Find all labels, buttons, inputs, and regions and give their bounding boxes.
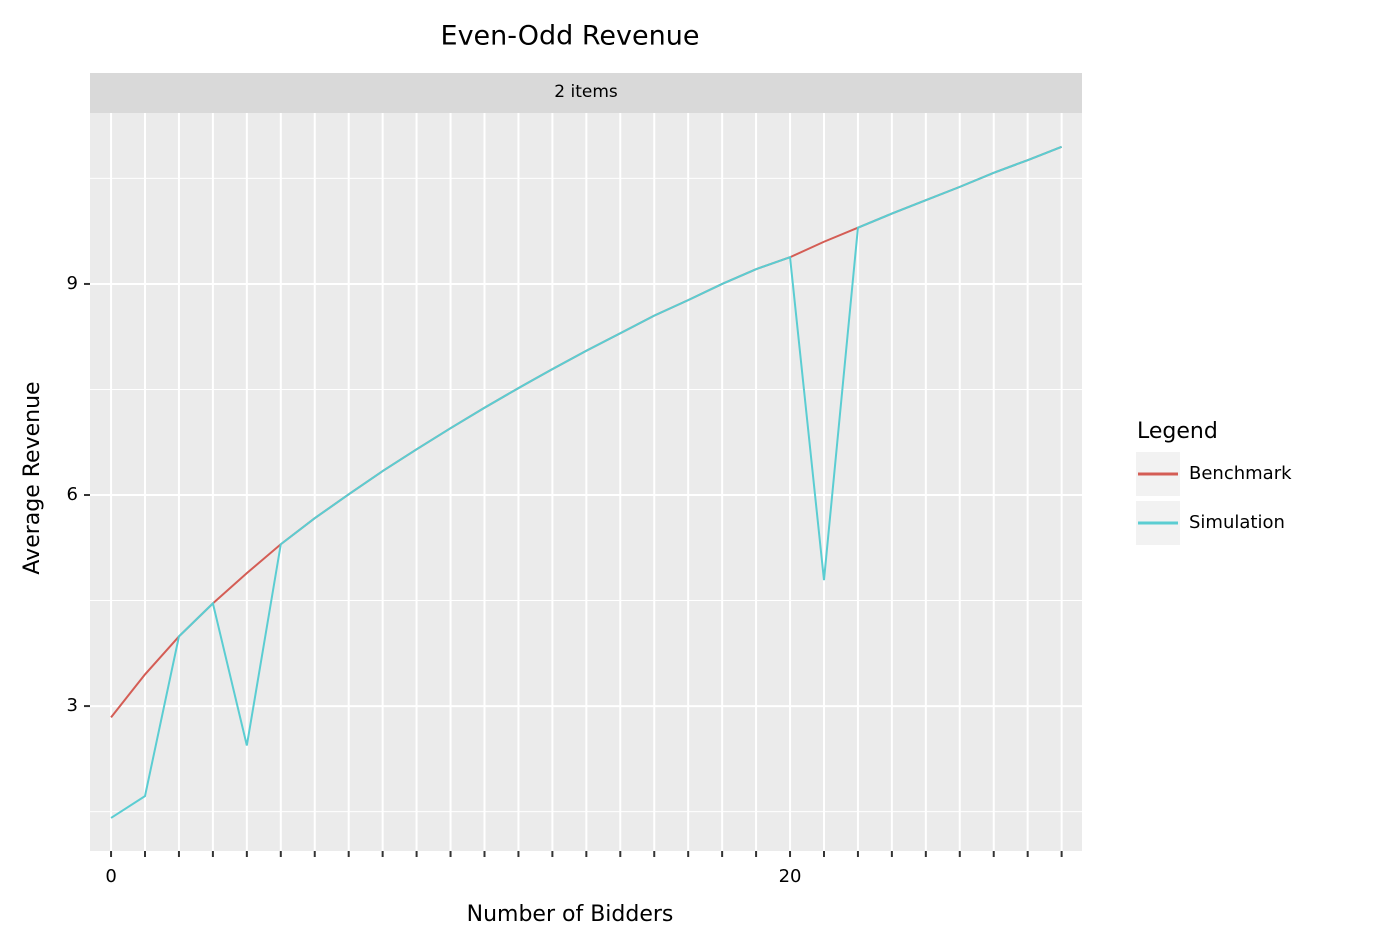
- legend-label: Simulation: [1189, 512, 1285, 533]
- series-line: [110, 145, 1062, 819]
- x-tick-label: 0: [105, 866, 116, 887]
- y-tick-label: 6: [67, 484, 78, 505]
- legend: Benchmark Simulation: [1136, 452, 1292, 545]
- chart-title: Even-Odd Revenue: [441, 21, 700, 52]
- x-tick-label: 20: [779, 866, 802, 887]
- legend-title: Legend: [1137, 419, 1218, 444]
- y-tick-label: 3: [67, 695, 78, 716]
- y-axis-label: Average Revenue: [20, 381, 45, 574]
- x-axis-label: Number of Bidders: [467, 902, 674, 927]
- y-tick-label: 9: [67, 273, 78, 294]
- facet-strip: [90, 73, 1082, 113]
- plot: [90, 113, 1082, 851]
- legend-label: Benchmark: [1189, 463, 1292, 484]
- facet-label: 2 items: [554, 82, 618, 102]
